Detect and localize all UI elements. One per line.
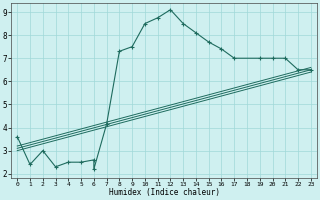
X-axis label: Humidex (Indice chaleur): Humidex (Indice chaleur) xyxy=(108,188,220,197)
